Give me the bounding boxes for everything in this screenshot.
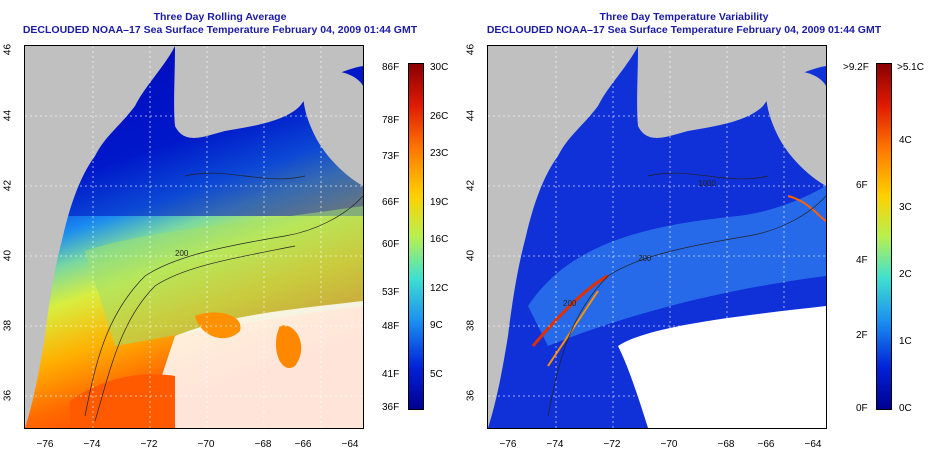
right-lat-38: 38 [465, 319, 477, 332]
right-lat-46: 46 [465, 43, 477, 56]
left-lat-44: 44 [2, 109, 14, 122]
left-lon-74: −74 [83, 439, 101, 450]
right-lon-74: −74 [546, 439, 564, 450]
right-lat-40: 40 [465, 249, 477, 262]
right-lon-72: −72 [603, 439, 621, 450]
right-variability-map[interactable]: 1000 200 200 [487, 45, 827, 429]
right-cb-c3: 2C [899, 269, 912, 280]
left-cb-c7: 5C [430, 369, 443, 380]
right-lon-66: −66 [757, 439, 775, 450]
left-lat-38: 38 [2, 319, 14, 332]
left-cb-c3: 19C [430, 197, 449, 208]
right-cb-f4: 0F [856, 403, 868, 414]
right-cb-c0: >5.1C [897, 62, 924, 73]
left-title-line1: Three Day Rolling Average [153, 11, 287, 23]
right-cb-f1: 6F [856, 180, 868, 191]
left-lat-40: 40 [2, 249, 14, 262]
contour-label: 200 [175, 249, 189, 258]
left-title-line2: DECLOUDED NOAA–17 Sea Surface Temperatur… [22, 24, 418, 36]
graticule [25, 46, 363, 428]
land-mass [25, 46, 175, 428]
cloud-mask [145, 301, 363, 428]
left-cb-f4: 60F [382, 239, 400, 250]
right-cb-c2: 3C [899, 202, 912, 213]
left-lon-70: −70 [197, 439, 215, 450]
right-lon-64: −64 [804, 439, 822, 450]
left-cb-f1: 78F [382, 115, 400, 126]
right-lon-68: −68 [717, 439, 735, 450]
bathymetry-contours [547, 172, 826, 417]
left-cb-f3: 66F [382, 197, 400, 208]
left-lon-72: −72 [140, 439, 158, 450]
right-cb-f0: >9.2F [843, 62, 869, 73]
right-cb-c4: 1C [899, 336, 912, 347]
right-cb-f2: 4F [856, 255, 868, 266]
left-lon-68: −68 [254, 439, 272, 450]
left-cb-f0: 86F [382, 62, 400, 73]
bathymetry-contours [84, 172, 363, 422]
left-lon-66: −66 [294, 439, 312, 450]
graticule [488, 46, 826, 428]
right-cb-c5: 0C [899, 403, 912, 414]
left-cb-f6: 48F [382, 321, 400, 332]
left-cb-f5: 53F [382, 287, 400, 298]
left-cb-f8: 36F [382, 402, 400, 413]
right-lat-42: 42 [465, 179, 477, 192]
left-lat-46: 46 [2, 43, 14, 56]
left-cb-c6: 9C [430, 320, 443, 331]
right-lon-76: −76 [499, 439, 517, 450]
left-cb-f2: 73F [382, 151, 400, 162]
land-mass [488, 46, 638, 428]
contour-label: 200 [638, 254, 652, 263]
left-lat-42: 42 [2, 179, 14, 192]
right-lat-44: 44 [465, 109, 477, 122]
left-sst-map[interactable]: 200 [24, 45, 364, 429]
left-lon-64: −64 [341, 439, 359, 450]
right-cb-c1: 4C [899, 135, 912, 146]
right-title-line1: Three Day Temperature Variability [599, 11, 769, 23]
left-cb-f7: 41F [382, 369, 400, 380]
left-cb-c2: 23C [430, 148, 449, 159]
left-cb-c4: 16C [430, 234, 449, 245]
contour-label: 200 [563, 299, 577, 308]
right-lon-70: −70 [660, 439, 678, 450]
left-cb-c1: 26C [430, 111, 449, 122]
left-cb-c0: 30C [430, 62, 449, 73]
contour-label: 1000 [698, 179, 716, 188]
right-cb-f3: 2F [856, 330, 868, 341]
right-lat-36: 36 [465, 389, 477, 402]
left-lon-76: −76 [36, 439, 54, 450]
right-colorbar [876, 63, 892, 410]
left-cb-c5: 12C [430, 283, 449, 294]
left-lat-36: 36 [2, 389, 14, 402]
left-colorbar [408, 63, 424, 410]
right-title-line2: DECLOUDED NOAA–17 Sea Surface Temperatur… [486, 24, 882, 36]
